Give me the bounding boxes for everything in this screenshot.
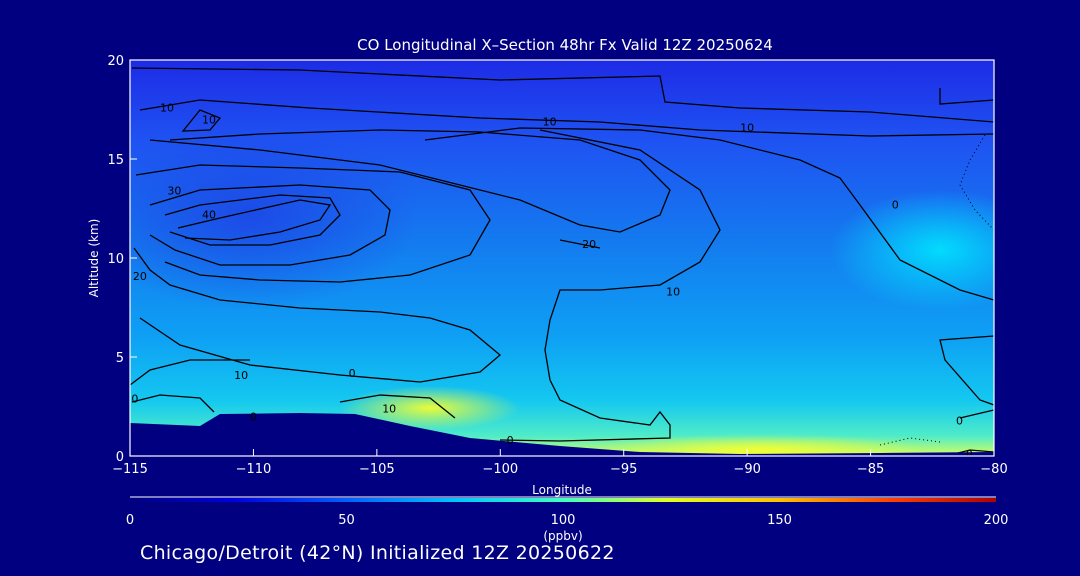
contour-line (131, 67, 994, 123)
chart-title: CO Longitudinal X–Section 48hr Fx Valid … (357, 36, 773, 54)
y-axis: 0 5 10 15 20 (107, 54, 137, 465)
y-tick-label: 5 (116, 351, 124, 366)
plot-area: 10 10 0 30 40 20 10 0 0 10 0 20 10 10 10 0 0 0 (130, 60, 994, 461)
contour-line (135, 164, 491, 283)
colorbar-tick-label: 200 (984, 513, 1009, 528)
contour-line (149, 129, 671, 233)
x-tick-label: −115 (112, 462, 148, 477)
contour-label: 20 (582, 238, 596, 251)
contour-label: 40 (202, 208, 216, 221)
co-field-upper-plume (130, 120, 420, 310)
x-axis: −115 −110 −105 −100 −95 −90 −85 −80 (112, 449, 1008, 477)
contour-line (544, 289, 600, 381)
y-tick-label: 10 (107, 252, 124, 267)
contour-label: 10 (740, 121, 754, 134)
colorbar-tick-label: 50 (338, 513, 355, 528)
contour-label: 10 (234, 369, 248, 382)
x-tick-label: −90 (733, 462, 760, 477)
contour-label: 0 (507, 434, 514, 447)
contour-labels: 10 10 0 30 40 20 10 0 0 10 0 20 10 10 10 0 0 0 (131, 102, 973, 461)
contour-line (959, 409, 994, 419)
x-tick-label: −100 (482, 462, 518, 477)
contour-label: 0 (892, 199, 899, 212)
x-tick-label: −85 (857, 462, 884, 477)
contour-label: 10 (543, 115, 557, 128)
contour-label: 0 (250, 410, 257, 423)
x-tick-label: −105 (359, 462, 395, 477)
contour-line (131, 394, 215, 413)
terrain-mask (130, 413, 994, 456)
contour-line (339, 394, 456, 419)
x-axis-label: Longitude (532, 483, 592, 497)
y-tick-label: 0 (116, 450, 124, 465)
contour-lines (130, 67, 994, 456)
x-tick-label: −80 (980, 462, 1007, 477)
co-field-cyan-region (830, 190, 994, 310)
x-tick-label: −95 (610, 462, 637, 477)
contour-line (539, 129, 721, 291)
y-tick-label: 20 (107, 54, 124, 69)
co-field-surface-maximum-west (340, 386, 520, 430)
contour-line (499, 379, 671, 442)
contour-line (424, 127, 994, 301)
colorbar-unit: (ppbv) (543, 529, 582, 543)
contour-line (164, 194, 341, 246)
contour-line (939, 335, 994, 406)
contour-label: 0 (966, 448, 973, 461)
contour-label: 30 (167, 185, 181, 198)
contour-label: 10 (382, 402, 396, 415)
contour-line (149, 184, 391, 266)
contour-line (181, 109, 222, 132)
contour-line (939, 88, 994, 105)
contour-line (130, 359, 250, 386)
y-tick-label: 15 (107, 153, 124, 168)
contour-label: 0 (956, 414, 963, 427)
contour-line (139, 99, 994, 137)
contour-line (177, 199, 332, 241)
colorbar-tick-label: 150 (767, 513, 792, 528)
colorbar-tick-label: 0 (126, 513, 134, 528)
contour-line (559, 239, 601, 249)
contour-label: 20 (133, 270, 147, 283)
co-field-surface-maximum-east (590, 434, 930, 456)
colorbar-ticks: 0 50 100 150 200 (126, 513, 1009, 528)
contour-label: 10 (666, 286, 680, 299)
contour-label: 0 (349, 367, 356, 380)
dotted-contour-line (959, 134, 994, 231)
colorbar-tick-label: 100 (551, 513, 576, 528)
y-axis-label: Altitude (km) (87, 219, 101, 298)
footer-caption: Chicago/Detroit (42°N) Initialized 12Z 2… (140, 542, 615, 564)
contour-line (133, 247, 502, 383)
contour-label: 10 (160, 102, 174, 115)
contour-label: 0 (131, 393, 138, 406)
colorbar (130, 498, 996, 502)
x-tick-label: −110 (236, 462, 272, 477)
contour-label: 10 (202, 113, 216, 126)
